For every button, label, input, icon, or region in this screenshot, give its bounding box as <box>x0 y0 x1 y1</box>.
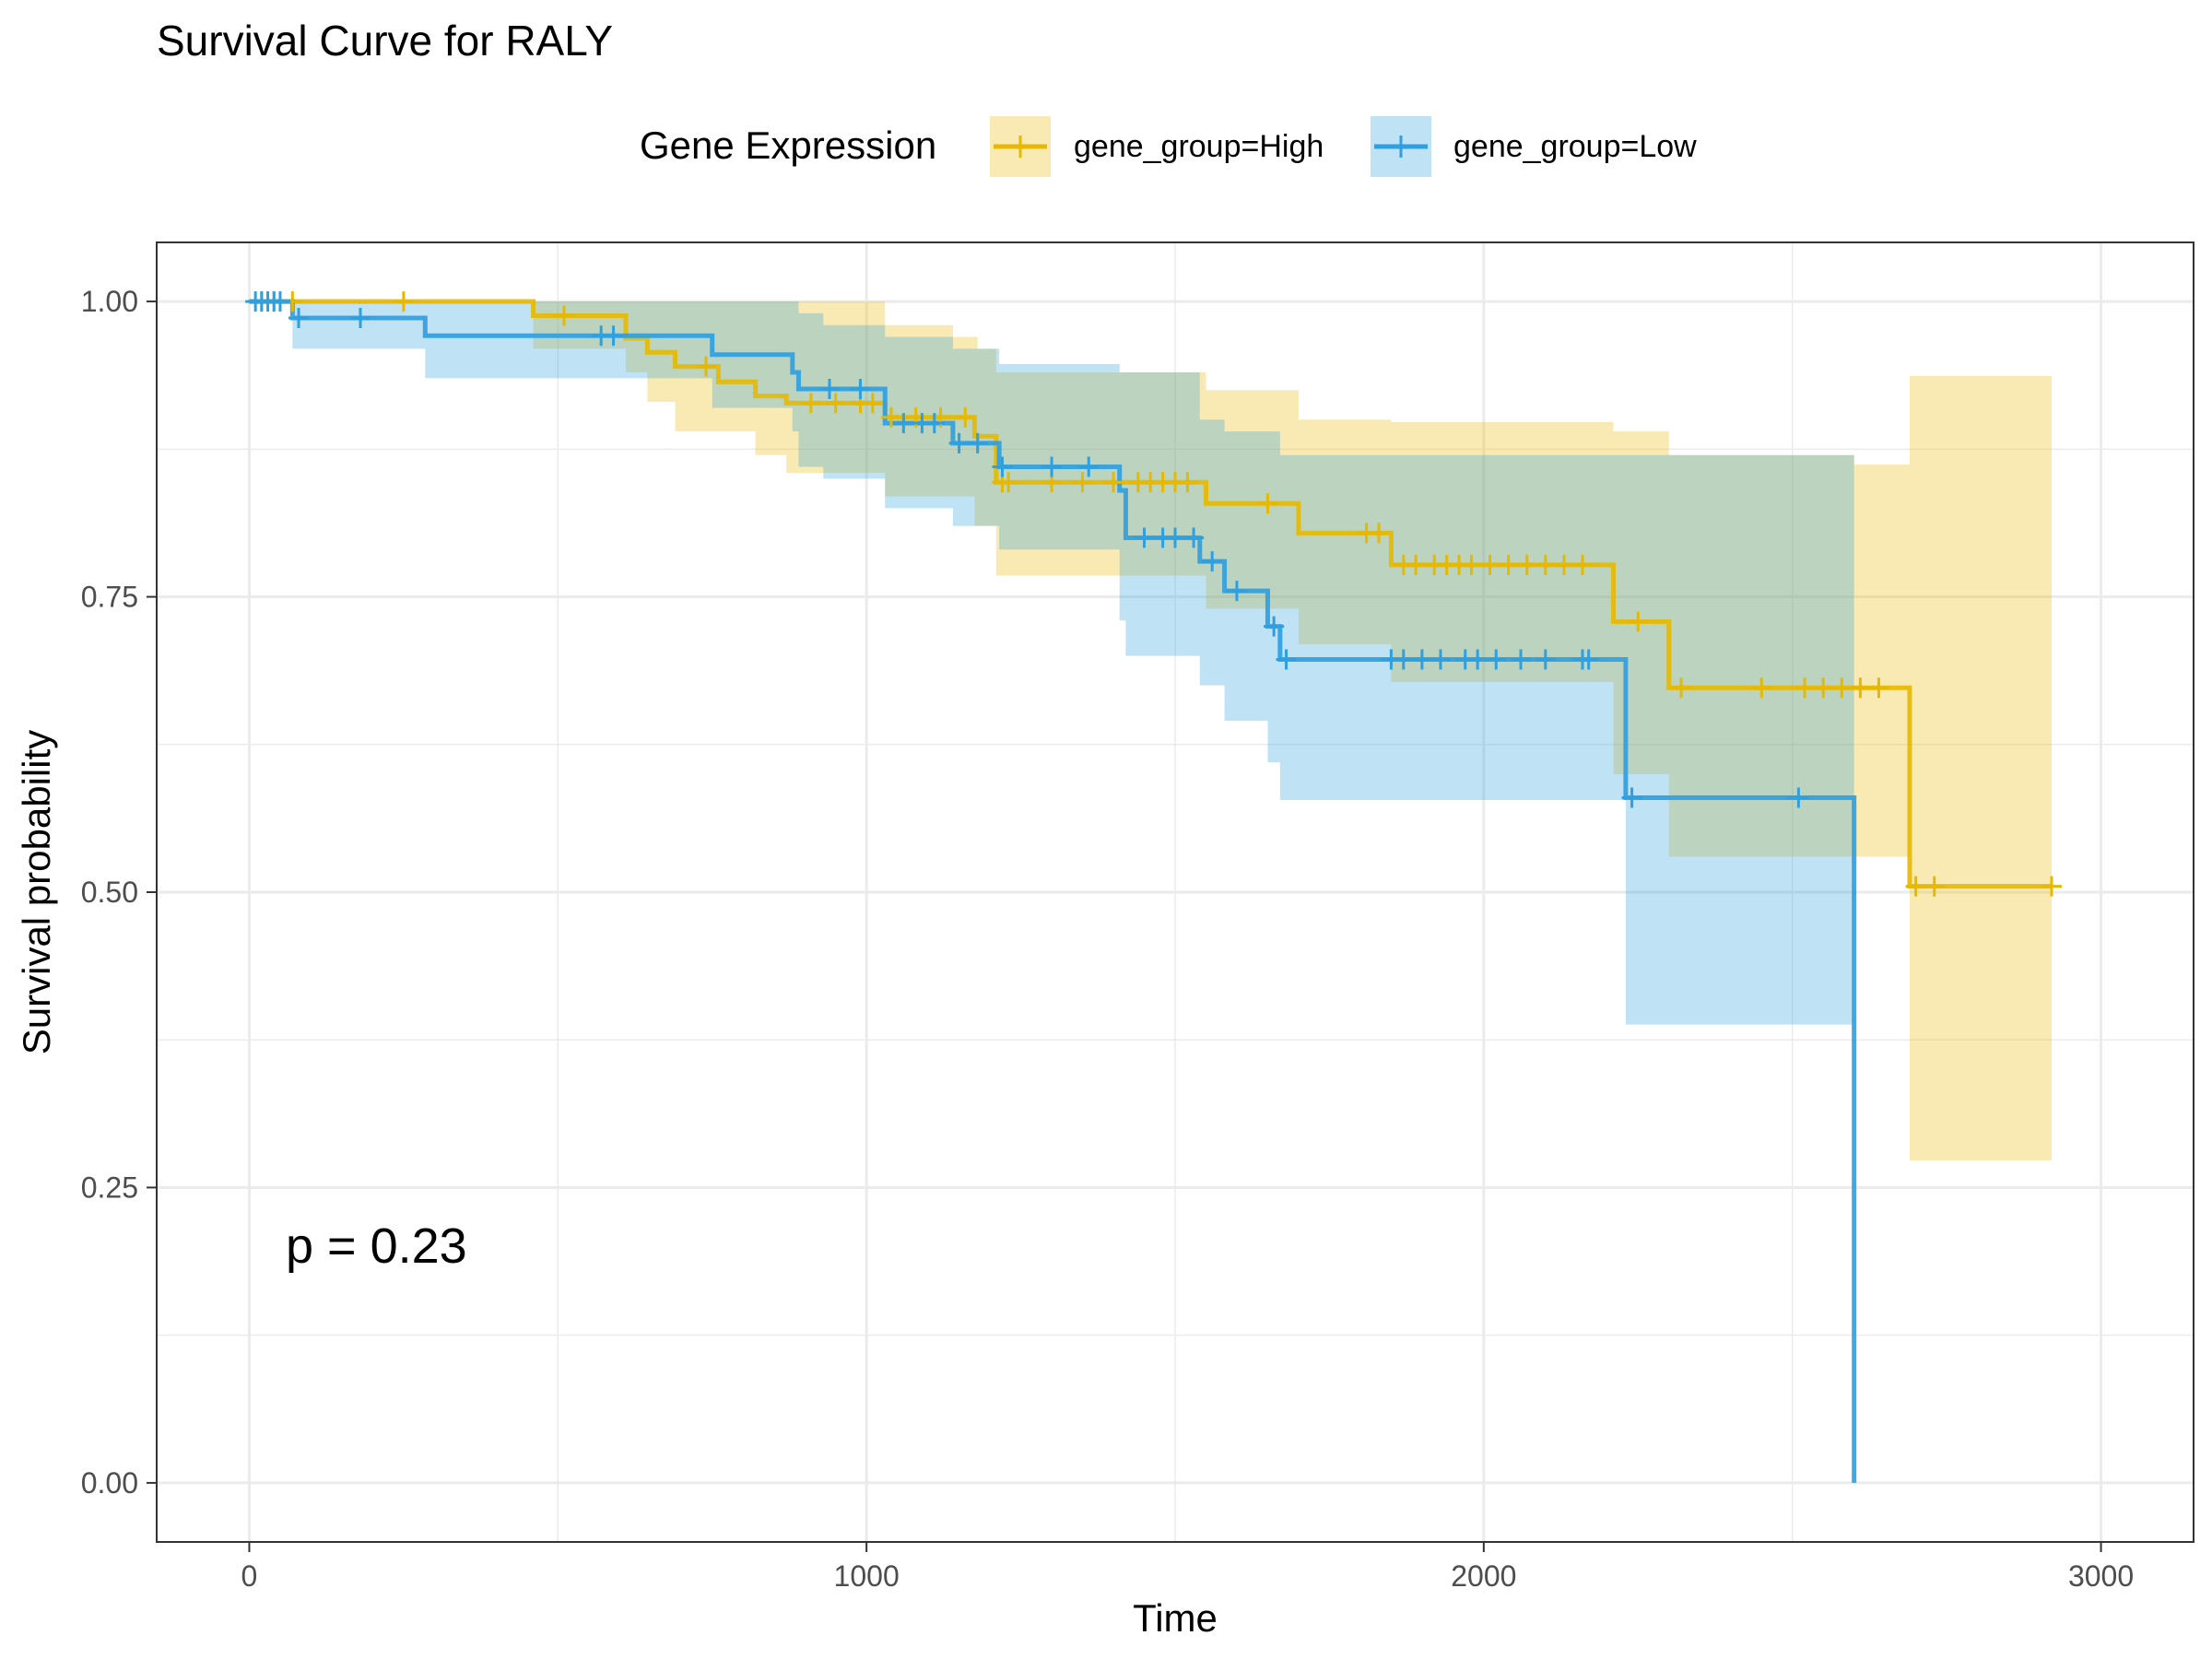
chart-title: Survival Curve for RALY <box>157 17 613 65</box>
censor-mark-gene-group-low <box>1183 527 1205 548</box>
censor-mark-gene-group-high <box>1257 493 1278 514</box>
censor-mark-gene-group-high <box>1924 876 1945 897</box>
censor-mark-gene-group-low <box>1276 649 1297 670</box>
censor-mark-gene-group-low <box>1411 649 1432 670</box>
plot-panel <box>156 241 2194 1543</box>
censor-mark-gene-group-high <box>800 393 821 414</box>
ci-band-gene-group-high <box>249 301 2052 1160</box>
censor-mark-gene-group-high <box>2041 876 2062 897</box>
censor-mark-gene-group-high <box>1479 554 1500 575</box>
censor-mark-gene-group-low <box>1393 649 1414 670</box>
censor-mark-gene-group-low <box>893 413 914 434</box>
censor-mark-gene-group-low <box>1486 649 1507 670</box>
y-tick-label: 0.50 <box>81 876 138 909</box>
censor-marks <box>245 291 2062 897</box>
x-axis: 0 1000 2000 3000 <box>241 1542 2134 1593</box>
censor-mark-gene-group-low <box>1578 649 1599 670</box>
censor-mark-gene-group-low <box>1264 616 1285 637</box>
censor-mark-gene-group-high <box>1177 472 1198 493</box>
censor-mark-gene-group-high <box>1628 611 1649 632</box>
legend-label-low: gene_group=Low <box>1453 129 1697 164</box>
censor-mark-gene-group-low <box>1511 649 1532 670</box>
censor-mark-gene-group-high <box>1553 554 1574 575</box>
censor-mark-gene-group-high <box>862 393 883 414</box>
censor-mark-gene-group-high <box>393 291 414 312</box>
censor-mark-gene-group-low <box>924 413 945 434</box>
confidence-bands <box>249 301 2052 1160</box>
censor-mark-gene-group-high <box>1572 554 1593 575</box>
x-tick-label: 2000 <box>1451 1559 1516 1593</box>
censor-mark-gene-group-high <box>1831 677 1853 699</box>
legend-key-high <box>990 116 1051 177</box>
censor-mark-gene-group-low <box>1134 527 1155 548</box>
curve-gene-group-high <box>249 299 2052 889</box>
censor-mark-gene-group-low <box>1226 581 1247 602</box>
censor-mark-gene-group-low <box>992 456 1013 477</box>
censor-mark-gene-group-high <box>554 305 574 326</box>
y-axis-title: Survival probability <box>15 730 58 1055</box>
censor-mark-gene-group-high <box>1072 472 1093 493</box>
censor-mark-gene-group-low <box>1078 456 1100 477</box>
censor-mark-gene-group-high <box>696 356 717 377</box>
censor-mark-gene-group-low <box>967 432 988 453</box>
legend-label-high: gene_group=High <box>1074 129 1324 164</box>
censor-mark-gene-group-high <box>1406 554 1427 575</box>
censor-mark-gene-group-high <box>1671 677 1692 699</box>
censor-mark-gene-group-low <box>1165 527 1185 548</box>
x-axis-title: Time <box>1133 1596 1218 1640</box>
y-tick-label: 1.00 <box>81 285 138 318</box>
censor-mark-gene-group-low <box>350 308 371 329</box>
censor-mark-gene-group-high <box>880 406 901 428</box>
censor-mark-gene-group-low <box>1467 649 1488 670</box>
y-tick-label: 0.00 <box>81 1466 138 1500</box>
ci-band-gene-group-low <box>249 301 1854 1025</box>
x-tick-label: 1000 <box>834 1559 900 1593</box>
censor-mark-gene-group-high <box>1535 554 1556 575</box>
censor-mark-gene-group-high <box>1103 472 1124 493</box>
x-tick-label: 3000 <box>2068 1559 2134 1593</box>
censor-mark-gene-group-low <box>603 325 624 347</box>
y-tick-label: 0.75 <box>81 581 138 614</box>
y-axis: 0.00 0.25 0.50 0.75 1.00 <box>81 285 157 1500</box>
censor-mark-gene-group-low <box>1430 649 1451 670</box>
censor-mark-gene-group-low <box>1788 787 1809 808</box>
censor-mark-gene-group-high <box>1850 677 1871 699</box>
x-tick-label: 0 <box>241 1559 258 1593</box>
censor-mark-gene-group-high <box>1794 677 1816 699</box>
censor-mark-gene-group-low <box>288 308 310 329</box>
censor-mark-gene-group-high <box>955 406 976 428</box>
censor-mark-gene-group-high <box>1369 523 1389 544</box>
censor-mark-gene-group-low <box>818 378 840 399</box>
censor-mark-gene-group-low <box>1535 649 1556 670</box>
legend-title: Gene Expression <box>640 124 936 167</box>
censor-mark-gene-group-low <box>1202 551 1223 572</box>
censor-mark-gene-group-high <box>998 472 1019 493</box>
censor-mark-gene-group-high <box>1868 677 1889 699</box>
censor-mark-gene-group-high <box>1516 554 1537 575</box>
censor-mark-gene-group-high <box>1751 677 1772 699</box>
censor-mark-gene-group-low <box>850 378 871 399</box>
censor-mark-gene-group-low <box>948 432 970 453</box>
censor-mark-gene-group-high <box>1813 677 1834 699</box>
censor-mark-gene-group-high <box>825 393 846 414</box>
censor-mark-gene-group-high <box>1461 554 1482 575</box>
y-tick-label: 0.25 <box>81 1171 138 1204</box>
censor-mark-gene-group-low <box>269 291 290 312</box>
legend: Gene Expression gene_group=High gene_gro… <box>640 116 1697 177</box>
legend-key-low <box>1371 116 1431 177</box>
censor-mark-gene-group-high <box>1905 876 1926 897</box>
censor-mark-gene-group-low <box>1621 787 1642 808</box>
censor-mark-gene-group-high <box>1498 554 1519 575</box>
censor-mark-gene-group-low <box>1041 456 1063 477</box>
p-value-annotation: p = 0.23 <box>286 1218 467 1274</box>
